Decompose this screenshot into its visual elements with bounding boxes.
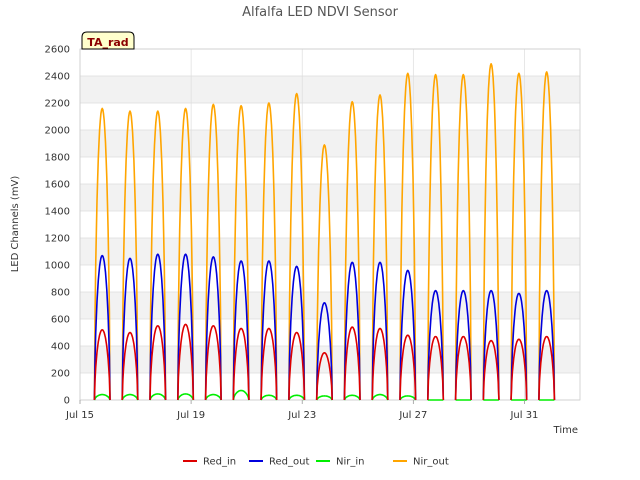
annotation-badge: TA_rad xyxy=(81,31,135,50)
y-axis-title: LED Channels (mV) xyxy=(10,176,21,273)
plot-band xyxy=(80,292,580,319)
y-tick-label: 2600 xyxy=(45,45,70,56)
legend-label: Nir_in xyxy=(336,457,365,468)
series-line-nir-out xyxy=(93,63,556,401)
y-axis: 0 200 400 600 800 1000 1200 1400 1600 1800 2000 220… xyxy=(45,45,70,407)
plot-frame xyxy=(79,48,581,401)
chart-title: Alfalfa LED NDVI Sensor xyxy=(242,5,399,20)
y-tick-label: 0 xyxy=(64,396,70,407)
x-tick-label: Jul 27 xyxy=(398,410,427,421)
x-tick-label: Jul 31 xyxy=(509,410,538,421)
legend-label: Nir_out xyxy=(413,457,449,468)
y-tick-label: 1000 xyxy=(45,261,70,272)
plot-band xyxy=(80,130,580,157)
series-line-red-in xyxy=(93,323,556,401)
series-layer xyxy=(93,63,556,401)
y-tick-label: 1200 xyxy=(45,234,70,245)
y-tick-label: 1800 xyxy=(45,153,70,164)
series-line-red-out xyxy=(93,253,556,401)
y-tick-label: 2000 xyxy=(45,126,70,137)
y-tick-label: 600 xyxy=(51,315,70,326)
annotation-badge-box xyxy=(81,31,135,50)
plot-band xyxy=(80,184,580,211)
x-tick-label: Jul 19 xyxy=(176,410,205,421)
y-tick-label: 2400 xyxy=(45,72,70,83)
y-tick-label: 400 xyxy=(51,342,70,353)
y-tick-label: 2200 xyxy=(45,99,70,110)
x-tick-label: Jul 23 xyxy=(287,410,316,421)
y-tick-label: 800 xyxy=(51,288,70,299)
y-tick-label: 1600 xyxy=(45,180,70,191)
legend-label: Red_in xyxy=(203,457,236,468)
y-tick-label: 1400 xyxy=(45,207,70,218)
plot-band xyxy=(80,76,580,103)
series-line-nir-in xyxy=(93,389,555,401)
legend: Red_in Red_out Nir_in Nir_out xyxy=(183,457,449,468)
x-tick-label: Jul 15 xyxy=(65,410,94,421)
y-tick-label: 200 xyxy=(51,369,70,380)
x-axis: Jul 15 Jul 19 Jul 23 Jul 27 Jul 31 xyxy=(65,400,538,421)
legend-label: Red_out xyxy=(269,457,309,468)
x-axis-title: Time xyxy=(553,425,578,436)
annotation-badge-label: TA_rad xyxy=(87,36,128,49)
